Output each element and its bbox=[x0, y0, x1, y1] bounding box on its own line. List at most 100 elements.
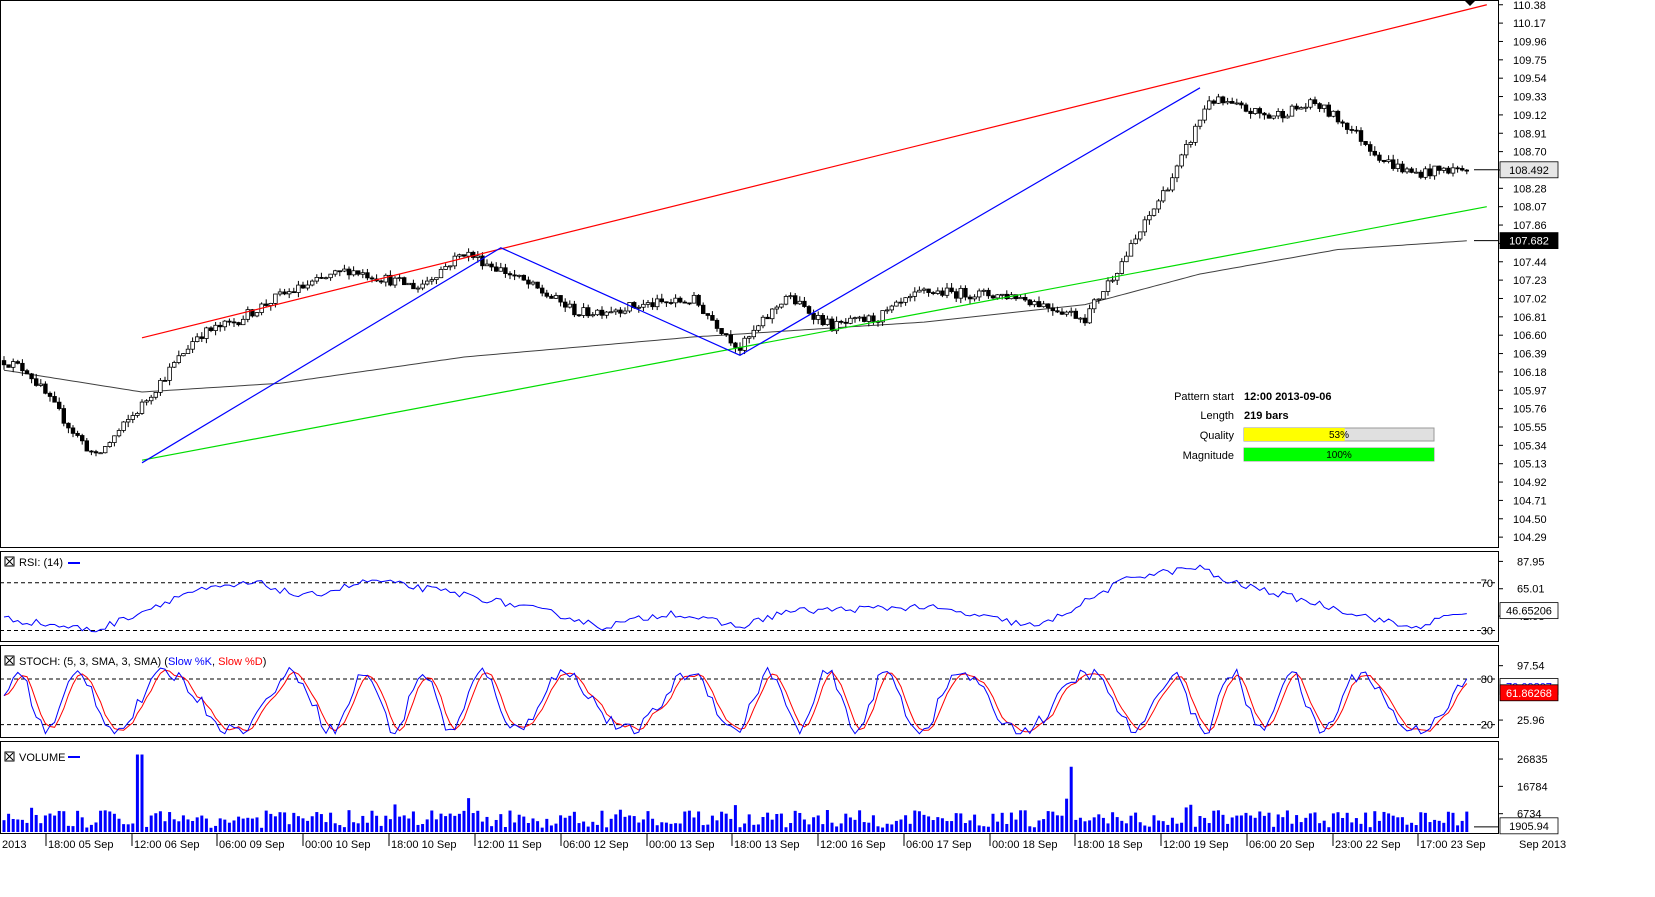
rsi-line-layer bbox=[3, 564, 1467, 633]
time-tick-label: 00:00 18 Sep bbox=[992, 839, 1057, 851]
volume-bar bbox=[402, 815, 406, 832]
volume-bar bbox=[1331, 813, 1335, 832]
candle-body bbox=[765, 316, 770, 320]
candle-body bbox=[493, 266, 499, 272]
time-tick-label: 00:00 10 Sep bbox=[305, 839, 370, 851]
candle-body bbox=[1165, 189, 1170, 192]
volume-bar bbox=[1120, 820, 1124, 832]
volume-bar bbox=[1350, 822, 1354, 832]
volume-bar bbox=[39, 823, 43, 832]
volume-bar bbox=[361, 815, 365, 832]
candle-body bbox=[1322, 104, 1327, 109]
last-price-label-box bbox=[1499, 161, 1559, 179]
time-tick-label: 06:00 09 Sep bbox=[219, 839, 284, 851]
volume-bar bbox=[1465, 811, 1469, 832]
candle-body bbox=[1414, 171, 1419, 174]
volume-bar bbox=[1143, 825, 1147, 832]
volume-bar bbox=[894, 820, 898, 832]
volume-bar bbox=[867, 822, 871, 832]
volume-bar bbox=[881, 827, 885, 832]
volume-bar bbox=[1014, 819, 1018, 832]
volume-bar bbox=[1308, 813, 1312, 832]
candle-body bbox=[517, 274, 522, 277]
candle-body bbox=[296, 284, 301, 293]
candle-body bbox=[1073, 310, 1078, 319]
volume-bar bbox=[250, 818, 254, 832]
volume-bar bbox=[793, 810, 797, 832]
volume-bar bbox=[1032, 827, 1036, 832]
candle-body bbox=[89, 450, 94, 453]
volume-bar bbox=[724, 813, 728, 832]
volume-bar bbox=[614, 814, 618, 832]
volume-bar bbox=[1322, 820, 1326, 832]
volume-bar bbox=[278, 812, 282, 832]
candle-body bbox=[742, 337, 747, 351]
candle-body bbox=[1409, 168, 1414, 173]
time-tick-label: 18:00 10 Sep bbox=[391, 839, 456, 851]
volume-bar bbox=[522, 816, 526, 832]
price-tick-label: 104.29 bbox=[1513, 532, 1547, 544]
volume-bar bbox=[701, 825, 705, 832]
volume-bar bbox=[807, 824, 811, 832]
volume-bar bbox=[1221, 814, 1225, 832]
volume-bar bbox=[1226, 823, 1230, 832]
candle-body bbox=[314, 277, 319, 282]
candle-body bbox=[1418, 171, 1423, 178]
volume-bar bbox=[181, 815, 185, 832]
volume-bar bbox=[393, 804, 397, 832]
candle-body bbox=[84, 440, 89, 452]
candle-body bbox=[429, 279, 434, 282]
candle-body bbox=[862, 316, 867, 322]
volume-bar bbox=[1460, 820, 1464, 832]
volume-bar bbox=[779, 813, 783, 832]
volume-bar bbox=[186, 819, 190, 832]
candle-body bbox=[553, 295, 559, 299]
volume-bar bbox=[1166, 824, 1170, 832]
candle-body bbox=[857, 316, 862, 319]
volume-bar bbox=[457, 813, 461, 832]
volume-bar bbox=[545, 818, 549, 832]
candle-body bbox=[1156, 200, 1161, 210]
volume-bar bbox=[1175, 823, 1179, 832]
candle-body bbox=[365, 272, 370, 279]
volume-bar bbox=[862, 822, 866, 832]
candle-body bbox=[185, 348, 191, 354]
volume-bar bbox=[273, 816, 277, 832]
price-tick-label: 105.55 bbox=[1513, 422, 1547, 434]
volume-bar bbox=[462, 810, 466, 832]
price-tick-label: 106.81 bbox=[1513, 312, 1547, 324]
volume-close-x-icon bbox=[5, 752, 14, 761]
candle-body bbox=[816, 315, 821, 320]
candle-body bbox=[424, 280, 430, 285]
candle-body bbox=[420, 283, 425, 289]
volume-bar bbox=[1051, 811, 1055, 832]
candle-body bbox=[797, 300, 802, 305]
volume-bar bbox=[628, 815, 632, 832]
volume-bar bbox=[209, 827, 213, 832]
candle-body bbox=[263, 303, 269, 306]
candle-body bbox=[1096, 298, 1101, 301]
volume-bar bbox=[600, 810, 604, 832]
candle-body bbox=[581, 307, 586, 316]
candle-body bbox=[889, 305, 894, 311]
stoch-k-legend: Slow %K bbox=[168, 656, 213, 668]
candle-body bbox=[355, 270, 361, 275]
candle-body bbox=[880, 310, 885, 323]
volume-bar bbox=[678, 823, 682, 832]
volume-bar bbox=[30, 807, 34, 832]
candle-body bbox=[668, 302, 674, 304]
volume-bar bbox=[683, 811, 687, 832]
volume-bar bbox=[499, 814, 503, 832]
candle-body bbox=[1202, 108, 1207, 121]
price-tick-label: 107.86 bbox=[1513, 220, 1547, 232]
volume-bar bbox=[168, 812, 172, 832]
candle-body bbox=[811, 312, 816, 320]
volume-bar bbox=[223, 819, 227, 832]
time-tick-label: 2013 bbox=[2, 839, 26, 851]
volume-bar bbox=[1106, 823, 1110, 832]
volume-bar bbox=[954, 813, 958, 832]
candle-body bbox=[277, 291, 283, 295]
volume-bar bbox=[637, 822, 641, 832]
volume-bar bbox=[572, 811, 576, 832]
